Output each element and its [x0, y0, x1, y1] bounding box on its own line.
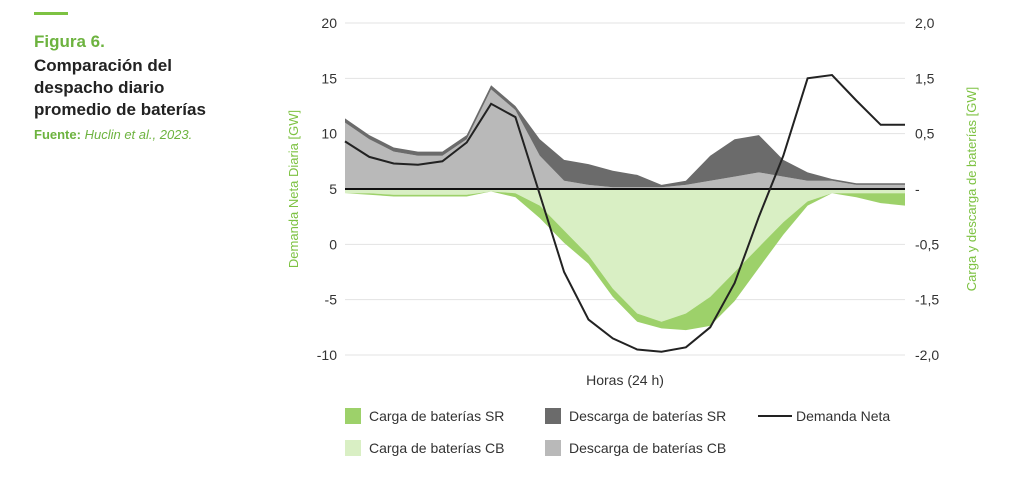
- figure-title: Comparación del despacho diario promedio…: [34, 55, 264, 121]
- legend-demanda-neta-label: Demanda Neta: [796, 408, 890, 424]
- y-right-tick-label: -: [915, 181, 920, 197]
- y-right-tick-label: 0,5: [915, 126, 935, 142]
- y-right-tick-label: -0,5: [915, 236, 939, 252]
- y-left-tick-label: 0: [329, 236, 337, 252]
- y-left-tick-label: -10: [317, 347, 337, 363]
- legend-carga-cb-label: Carga de baterías CB: [369, 440, 504, 456]
- x-axis-label: Horas (24 h): [586, 372, 664, 388]
- series-carga-cb-area: [345, 189, 905, 322]
- series-demanda-neta-line: [344, 73, 905, 353]
- y-right-tick-label: 1,5: [915, 70, 935, 86]
- figure-label: Figura 6.: [34, 32, 105, 51]
- y-left-tick-label: -5: [325, 292, 338, 308]
- y-right-tick-label: -1,5: [915, 292, 939, 308]
- source-key: Fuente:: [34, 127, 81, 142]
- y-left-tick-label: 15: [321, 70, 337, 86]
- figure-caption: Figura 6. Comparación del despacho diari…: [34, 12, 264, 142]
- figure-source: Fuente: Huclin et al., 2023.: [34, 127, 264, 142]
- y-right-tick-label: 2,0: [915, 15, 935, 31]
- y-left-tick-label: 5: [329, 181, 337, 197]
- y-right-axis-label: Carga y descarga de baterías [GW]: [964, 87, 979, 291]
- y-left-tick-label: 20: [321, 15, 337, 31]
- legend-descarga-cb-swatch: [545, 440, 561, 456]
- series-descarga-sr-area: [345, 85, 905, 188]
- series-carga-sr-area: [345, 191, 905, 331]
- legend-carga-sr-label: Carga de baterías SR: [369, 408, 504, 424]
- source-value: Huclin et al., 2023.: [84, 127, 193, 142]
- legend-carga-sr-swatch: [345, 408, 361, 424]
- figure-title-line-1: Comparación del: [34, 56, 172, 75]
- figure-title-line-3: promedio de baterías: [34, 100, 206, 119]
- legend-carga-cb-swatch: [345, 440, 361, 456]
- figure-title-line-2: despacho diario: [34, 78, 165, 97]
- y-right-tick-label: -2,0: [915, 347, 939, 363]
- legend-descarga-sr-label: Descarga de baterías SR: [569, 408, 726, 424]
- legend-descarga-cb-label: Descarga de baterías CB: [569, 440, 726, 456]
- y-left-axis-label: Demanda Neta Diaria [GW]: [286, 110, 301, 268]
- accent-rule: [34, 12, 68, 15]
- y-left-tick-label: 10: [321, 126, 337, 142]
- legend-descarga-sr-swatch: [545, 408, 561, 424]
